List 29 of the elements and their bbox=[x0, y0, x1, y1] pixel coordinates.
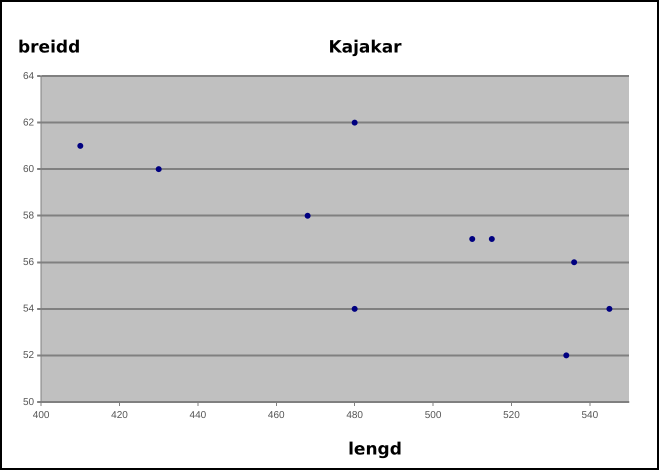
x-tick-label: 500 bbox=[424, 410, 442, 421]
y-tick-label: 50 bbox=[23, 396, 35, 408]
point bbox=[469, 236, 476, 242]
x-tick-label: 480 bbox=[346, 410, 364, 421]
y-tick-label: 58 bbox=[23, 210, 35, 222]
chart-title: Kajakar bbox=[328, 37, 402, 58]
point bbox=[563, 352, 570, 358]
point bbox=[571, 259, 578, 266]
point bbox=[77, 142, 84, 149]
x-tick-label: 440 bbox=[190, 410, 207, 421]
y-tick-label: 54 bbox=[23, 304, 35, 315]
point bbox=[352, 120, 358, 126]
x-axis-title: lengd bbox=[348, 439, 402, 460]
point bbox=[352, 306, 358, 312]
y-tick-label: 60 bbox=[23, 164, 35, 175]
x-tick-label: 520 bbox=[503, 410, 520, 421]
y-tick-label: 64 bbox=[23, 70, 35, 82]
point bbox=[488, 236, 495, 242]
y-axis-title: breidd bbox=[18, 37, 80, 58]
y-tick-label: 56 bbox=[23, 257, 35, 268]
point bbox=[156, 166, 162, 172]
x-tick-label: 400 bbox=[32, 410, 50, 421]
x-tick-label: 420 bbox=[111, 410, 128, 421]
point bbox=[606, 306, 612, 312]
y-tick-label: 52 bbox=[23, 350, 35, 362]
y-tick-label: 62 bbox=[23, 117, 35, 128]
point bbox=[304, 212, 311, 219]
x-tick-label: 540 bbox=[581, 410, 599, 421]
x-tick-label: 460 bbox=[268, 410, 286, 421]
